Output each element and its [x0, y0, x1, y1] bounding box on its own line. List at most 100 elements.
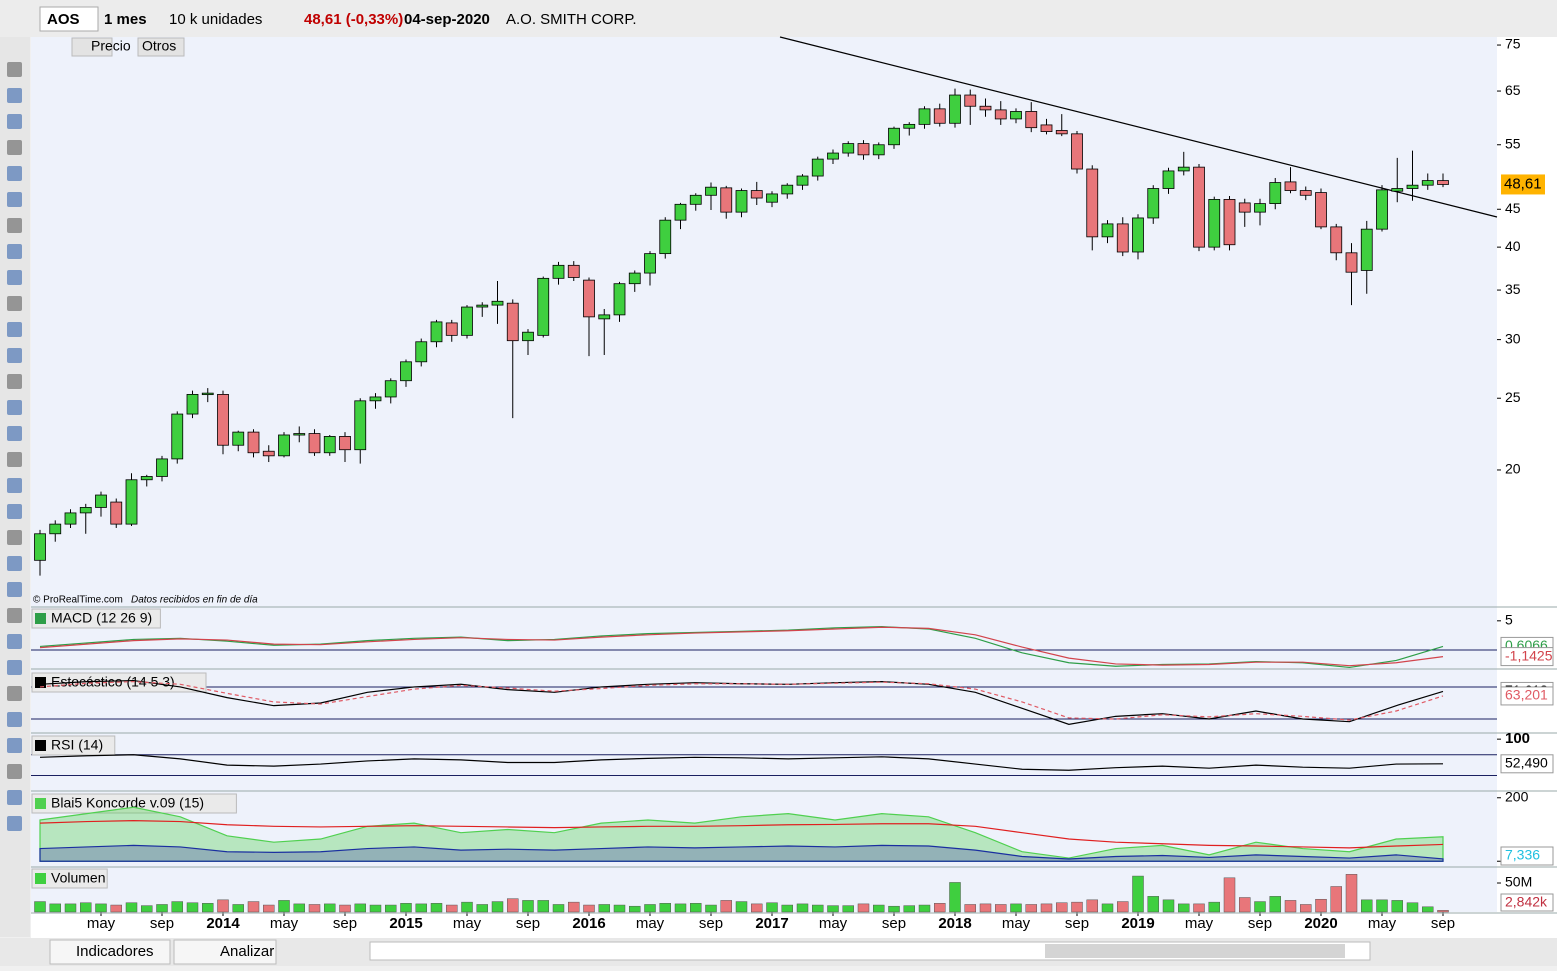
- volume-bar: [156, 904, 168, 913]
- candle-body: [34, 533, 46, 561]
- candle-body: [1299, 190, 1312, 196]
- panel-title: MACD (12 26 9): [51, 610, 152, 626]
- volume-bar: [537, 900, 549, 913]
- tool-icon: [7, 166, 22, 181]
- candle-body: [689, 194, 702, 205]
- volume-bar: [690, 903, 702, 913]
- tab-label[interactable]: Precio: [91, 38, 131, 54]
- volume-bar: [644, 904, 656, 913]
- volume-bar: [568, 901, 580, 913]
- indicator-line: [39, 820, 1444, 849]
- volume-bar: [1101, 903, 1114, 913]
- y-tick-label: 5: [1505, 612, 1513, 628]
- candle-body: [1391, 188, 1404, 192]
- indicator-line: [39, 679, 1444, 725]
- analyze-label[interactable]: Analizar: [220, 943, 274, 960]
- candle-body: [1437, 180, 1449, 185]
- candle-body: [201, 392, 214, 396]
- volume-bar: [461, 901, 473, 913]
- x-tick-label: sep: [150, 915, 174, 932]
- volume-bar: [125, 902, 138, 913]
- volume-bar: [186, 902, 199, 913]
- tool-icon: [7, 244, 22, 259]
- volume-bar: [1086, 899, 1098, 913]
- x-tick-label: 2015: [389, 915, 422, 932]
- plot-area: [31, 37, 1497, 912]
- volume-bar: [796, 903, 809, 913]
- volume-bar: [1361, 899, 1373, 913]
- candle-body: [1238, 202, 1251, 213]
- volume-bar: [613, 904, 626, 913]
- candle-body: [857, 143, 870, 156]
- volume-bar: [34, 901, 46, 913]
- x-tick-label: 2017: [755, 915, 788, 932]
- volume-bar: [1132, 875, 1144, 913]
- tool-icon: [7, 582, 22, 597]
- x-tick-label: sep: [333, 915, 357, 932]
- candle-body: [567, 264, 580, 278]
- panel-header-swatch: [35, 798, 46, 809]
- candle-body: [644, 253, 656, 274]
- volume-bar: [339, 904, 351, 913]
- candle-body: [506, 302, 519, 342]
- indicators-button[interactable]: [49, 939, 171, 965]
- candle-body: [1376, 189, 1388, 230]
- tab[interactable]: [71, 37, 113, 57]
- volume-bar: [1071, 901, 1083, 913]
- analyze-button[interactable]: [173, 939, 277, 965]
- volume-bar: [781, 904, 793, 913]
- date: 04-sep-2020: [404, 11, 490, 28]
- volume-bar: [720, 900, 732, 913]
- volume-bar: [552, 904, 565, 913]
- x-tick-label: 2016: [572, 915, 605, 932]
- candle-body: [628, 272, 641, 285]
- volume-bar: [446, 904, 458, 913]
- volume-bar: [1040, 903, 1053, 913]
- scroll-thumb[interactable]: [1045, 944, 1345, 958]
- volume-bar: [1239, 897, 1251, 913]
- date-axis: [31, 912, 1557, 938]
- units[interactable]: 10 k unidades: [169, 11, 262, 28]
- volume-bar: [812, 904, 824, 913]
- candle-body: [1284, 181, 1297, 191]
- candle-body: [964, 94, 977, 107]
- symbol-box[interactable]: [39, 6, 99, 32]
- volume-bar: [415, 903, 427, 913]
- panel-title: Volumen: [51, 870, 105, 886]
- period[interactable]: 1 mes: [104, 11, 147, 28]
- last-value-label: 52,490: [1505, 755, 1548, 771]
- panel-header: [31, 735, 116, 756]
- candle-body: [918, 108, 931, 125]
- tab-label[interactable]: Otros: [142, 38, 176, 54]
- tool-icon: [7, 556, 22, 571]
- volume-bar: [385, 904, 397, 913]
- symbol[interactable]: AOS: [47, 11, 80, 28]
- candle-body: [1315, 192, 1327, 228]
- last-value-label: -1,1425: [1505, 647, 1553, 663]
- last-value-box: [1500, 686, 1554, 706]
- y-tick-label: 40: [1505, 238, 1521, 254]
- tool-icon: [7, 478, 22, 493]
- x-tick-label: may: [1185, 915, 1214, 932]
- candle-body: [796, 175, 809, 186]
- x-tick-label: may: [819, 915, 848, 932]
- volume-bar: [1300, 904, 1312, 913]
- candle-body: [491, 300, 504, 306]
- panel-header: [31, 868, 108, 889]
- y-tick-label: 20: [1505, 461, 1521, 477]
- candle-body: [1360, 228, 1373, 271]
- candle-body: [354, 400, 367, 451]
- candle-body: [949, 94, 961, 124]
- tab[interactable]: [137, 37, 185, 57]
- candle-body: [400, 361, 412, 382]
- volume-bar: [1193, 903, 1205, 913]
- volume-bar: [217, 899, 229, 913]
- indicators-label[interactable]: Indicadores: [76, 943, 154, 960]
- volume-bar: [1117, 901, 1129, 913]
- tool-icon: [7, 426, 22, 441]
- tool-icon: [7, 322, 22, 337]
- x-tick-label: 2014: [206, 915, 240, 932]
- y-tick-label: 65: [1505, 82, 1521, 98]
- volume-bar: [735, 901, 748, 913]
- volume-bar: [171, 901, 183, 913]
